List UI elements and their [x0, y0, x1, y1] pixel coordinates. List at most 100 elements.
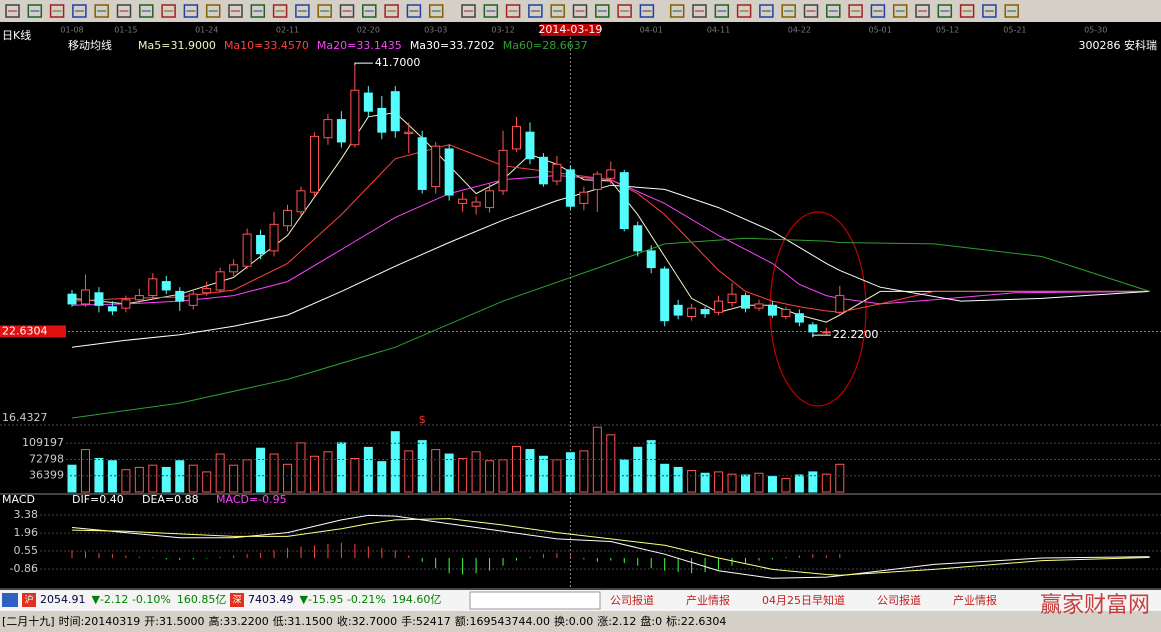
volume-bar	[565, 452, 575, 493]
tool-button[interactable]	[1004, 4, 1019, 18]
tool-button[interactable]	[714, 4, 730, 18]
menu-icon[interactable]	[2, 593, 18, 607]
tool-button[interactable]	[736, 4, 752, 18]
tool-glyph	[937, 4, 953, 18]
tool-button[interactable]	[139, 4, 154, 18]
tool-button[interactable]	[617, 4, 632, 18]
tool-button[interactable]	[161, 4, 176, 18]
volume-bar	[417, 440, 427, 493]
volume-bar	[67, 464, 77, 493]
market-value: 7403.49	[248, 593, 294, 606]
candle-body	[417, 137, 427, 190]
tool-button[interactable]	[759, 4, 774, 18]
tool-button[interactable]	[505, 4, 521, 18]
volume-bar	[714, 471, 724, 493]
tool-button[interactable]	[205, 4, 221, 18]
tool-button[interactable]	[915, 4, 930, 18]
tool-glyph	[272, 4, 288, 18]
tool-button[interactable]	[848, 4, 863, 18]
candle-body	[404, 131, 414, 135]
info-field: 盘:0	[640, 614, 662, 628]
candle-body	[606, 169, 616, 179]
candle-body	[296, 190, 306, 213]
volume-bar	[363, 446, 373, 493]
tool-button[interactable]	[826, 4, 841, 18]
search-box[interactable]	[469, 591, 601, 610]
tool-button[interactable]	[959, 4, 975, 18]
tool-button[interactable]	[317, 4, 332, 18]
volume-bar	[646, 440, 656, 493]
tool-button[interactable]	[781, 4, 796, 18]
candle-body	[673, 304, 683, 316]
news-link[interactable]: 公司报道	[610, 593, 654, 607]
tool-button[interactable]	[295, 4, 310, 18]
macd-tick-label: 3.38	[14, 508, 39, 521]
tool-button[interactable]	[639, 4, 655, 18]
tool-glyph	[639, 4, 655, 18]
tool-button[interactable]	[362, 4, 377, 18]
tool-button[interactable]	[461, 4, 476, 18]
tool-button[interactable]	[669, 4, 685, 18]
tool-button[interactable]	[483, 4, 499, 18]
watermark: 赢家财富网	[1040, 593, 1150, 618]
tool-button[interactable]	[692, 4, 707, 18]
volume-bar	[700, 472, 710, 493]
tool-button[interactable]	[428, 4, 444, 18]
volume-bar	[283, 463, 293, 493]
tool-button[interactable]	[5, 4, 20, 18]
tool-button[interactable]	[339, 4, 355, 18]
tool-glyph	[483, 4, 499, 18]
tool-glyph	[27, 4, 43, 18]
news-link[interactable]: 04月25日早知道	[762, 593, 845, 607]
candle-body	[134, 295, 144, 301]
tool-button[interactable]	[250, 4, 266, 18]
tool-button[interactable]	[803, 4, 819, 18]
candle-body	[80, 289, 90, 305]
tool-button[interactable]	[595, 4, 610, 18]
tool-button[interactable]	[406, 4, 422, 18]
tool-button[interactable]	[49, 4, 65, 18]
candle-body	[323, 119, 333, 139]
tool-glyph	[595, 4, 610, 18]
news-link[interactable]: 公司报道	[877, 593, 921, 607]
market-symbol: 深	[232, 595, 241, 606]
market-amount: 194.60亿	[392, 593, 442, 606]
candle-body	[794, 313, 804, 323]
candle-body	[592, 173, 602, 190]
tool-button[interactable]	[937, 4, 953, 18]
current-price-label: 22.6304	[2, 324, 48, 337]
candle-body	[202, 288, 212, 294]
info-field: 低:31.1500	[273, 615, 333, 628]
tool-button[interactable]	[116, 4, 132, 18]
news-link[interactable]: 产业情报	[953, 593, 997, 607]
tool-button[interactable]	[528, 4, 543, 18]
tool-button[interactable]	[72, 4, 87, 18]
tool-glyph	[714, 4, 730, 18]
period-label: 日K线	[2, 28, 31, 42]
tool-button[interactable]	[572, 4, 588, 18]
candle-body	[377, 107, 387, 133]
volume-bar	[835, 463, 845, 493]
tool-button[interactable]	[27, 4, 43, 18]
tool-button[interactable]	[550, 4, 565, 18]
candle-body	[256, 235, 266, 255]
volume-bar	[175, 460, 185, 493]
date-tick-label: 05-12	[936, 26, 959, 35]
tool-button[interactable]	[982, 4, 997, 18]
volume-bar	[229, 464, 239, 493]
tool-button[interactable]	[228, 4, 243, 18]
candle-body	[350, 89, 360, 146]
tool-button[interactable]	[384, 4, 399, 18]
tool-button[interactable]	[870, 4, 886, 18]
news-link[interactable]: 产业情报	[686, 593, 730, 607]
tool-button[interactable]	[183, 4, 199, 18]
volume-bar	[767, 475, 777, 493]
tool-button[interactable]	[892, 4, 908, 18]
candle-body	[242, 233, 252, 267]
tool-button[interactable]	[94, 4, 109, 18]
date-tick-label: 05-30	[1084, 26, 1107, 35]
volume-bar	[552, 459, 562, 493]
annotation-leader	[812, 334, 831, 338]
tool-button[interactable]	[272, 4, 288, 18]
volume-bar	[794, 474, 804, 493]
